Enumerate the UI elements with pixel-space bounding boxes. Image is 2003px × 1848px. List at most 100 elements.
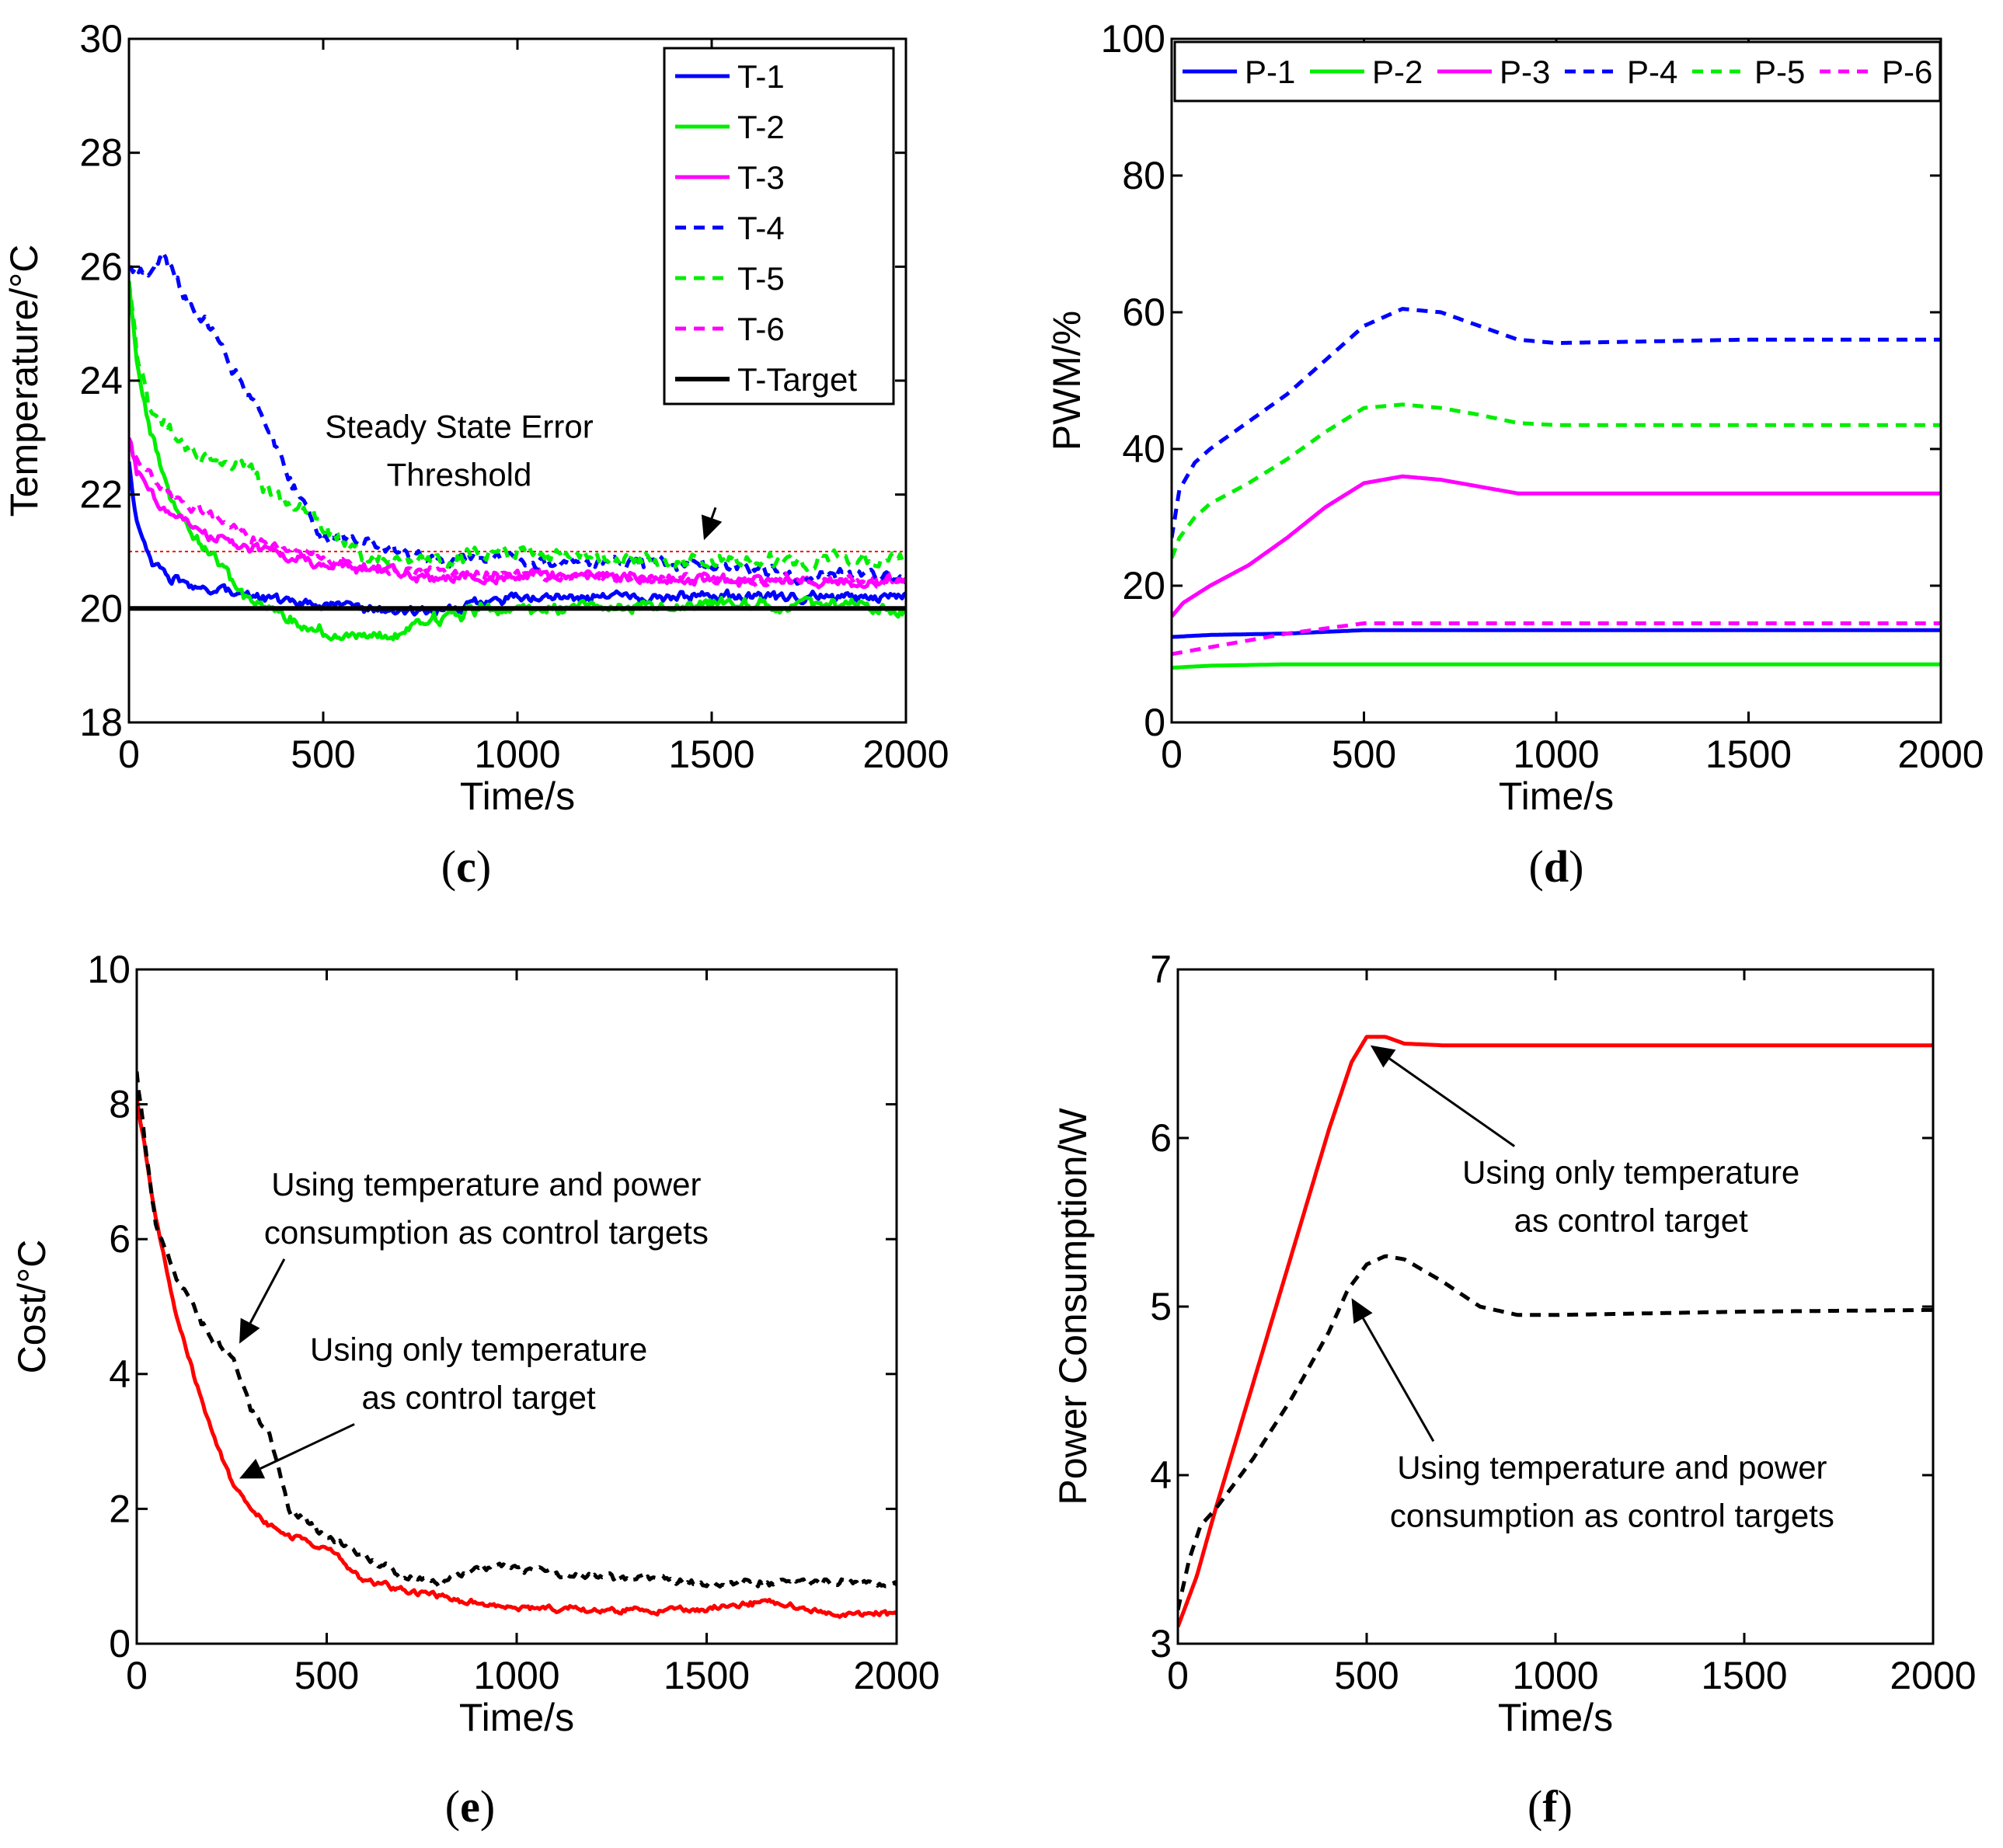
x-axis-label: Time/s	[1498, 1696, 1613, 1739]
annotation: Using only temperature as control target	[1370, 1045, 1799, 1239]
plot-area	[137, 969, 897, 1644]
x-tick-label: 1500	[1705, 733, 1792, 776]
arrow-head	[239, 1458, 266, 1479]
annotation-arrow	[260, 1423, 355, 1470]
series-line-using-only-temperature-as-control-target	[1178, 1035, 1933, 1628]
arrow-head	[1370, 1045, 1396, 1068]
legend-entry: T-3	[737, 159, 785, 196]
annotation-text: Using temperature and power	[271, 1166, 701, 1202]
legend-entry: P-4	[1627, 54, 1677, 90]
annotation-text: Threshold	[387, 456, 532, 492]
legend-entry: P-5	[1754, 54, 1805, 90]
panel-label: (f)	[1528, 1781, 1573, 1832]
panel-d: 0 500 1000 1500 2000 0 20 40 60 80 100 Time/s PWM/% (…	[1045, 17, 1984, 892]
series-line-p-4	[1172, 307, 1941, 538]
annotation-text: Steady State Error	[325, 408, 594, 444]
y-tick-label: 40	[1122, 427, 1165, 471]
y-tick-label: 0	[1144, 701, 1165, 744]
y-axis-label: Cost/°C	[10, 1240, 54, 1374]
y-tick-label: 30	[79, 17, 123, 61]
y-tick-label: 100	[1101, 17, 1165, 61]
legend-entry: P-2	[1372, 54, 1423, 90]
panel-e: 0 500 1000 1500 2000 0 2 4 6 8 10 Time/s Cost/°C (e) U…	[10, 948, 940, 1832]
y-tick-label: 2	[109, 1487, 131, 1530]
x-tick-label: 500	[1332, 733, 1396, 776]
y-tick-label: 4	[109, 1352, 131, 1396]
y-tick-label: 0	[109, 1622, 131, 1665]
y-tick-label: 26	[79, 245, 123, 288]
x-tick-label: 2000	[862, 733, 949, 776]
annotation-text: consumption as control targets	[1390, 1497, 1834, 1533]
panel-label: (e)	[445, 1781, 495, 1832]
x-tick-label: 1000	[1512, 1654, 1598, 1697]
series-line-p-5	[1172, 402, 1941, 559]
y-tick-label: 10	[87, 948, 131, 991]
x-tick-label: 1000	[473, 1654, 559, 1697]
y-tick-label: 7	[1150, 948, 1172, 991]
x-tick-label: 1500	[664, 1654, 750, 1697]
y-tick-label: 22	[79, 473, 123, 517]
legend-entry: P-1	[1245, 54, 1295, 90]
series-line-p-1	[1172, 628, 1941, 639]
x-tick-label: 500	[1334, 1654, 1399, 1697]
legend-entry: T-Target	[737, 361, 857, 398]
series-line-t-4	[129, 252, 906, 586]
x-tick-label: 0	[1167, 1654, 1189, 1697]
legend-entry: T-5	[737, 260, 785, 297]
x-tick-label: 1500	[668, 733, 754, 776]
series-line-using-temperature-and-power-consumption-as-control-targets	[1178, 1254, 1933, 1611]
x-axis-label: Time/s	[460, 774, 575, 818]
x-tick-label: 2000	[853, 1654, 939, 1697]
annotation: Steady State Error Threshold	[325, 408, 723, 541]
y-tick-label: 8	[109, 1083, 131, 1126]
y-tick-label: 3	[1150, 1622, 1172, 1665]
annotation-arrow	[1388, 1057, 1516, 1147]
y-tick-label: 80	[1122, 154, 1165, 197]
y-tick-label: 24	[79, 359, 123, 402]
annotation: Using only temperature as control target	[239, 1331, 647, 1479]
y-tick-label: 4	[1150, 1453, 1172, 1497]
y-axis-label: Temperature/°C	[2, 245, 46, 517]
y-tick-label: 28	[79, 131, 123, 175]
legend: P-1 P-2 P-3 P-4 P-5 P-6	[1173, 40, 1942, 103]
x-axis-label: Time/s	[459, 1696, 574, 1739]
panel-label: (d)	[1529, 841, 1584, 892]
plot-area	[1172, 39, 1941, 722]
series-line-p-3	[1172, 474, 1941, 618]
annotation-text: as control target	[362, 1379, 596, 1415]
series-line-using-only-temperature-as-control-target	[137, 1097, 897, 1620]
x-tick-label: 0	[126, 1654, 148, 1697]
legend-entry: T-2	[737, 109, 785, 145]
annotation-arrow	[1362, 1317, 1435, 1443]
series-line-t-1	[129, 461, 906, 617]
y-tick-label: 60	[1122, 291, 1165, 334]
y-axis-label: Power Consumption/W	[1051, 1108, 1095, 1505]
series-line-using-temperature-and-power-consumption-as-control-targets	[137, 1071, 897, 1589]
x-axis-label: Time/s	[1499, 774, 1614, 818]
x-tick-label: 500	[294, 1654, 359, 1697]
plot-area	[1178, 969, 1933, 1644]
annotation-text: consumption as control targets	[264, 1214, 709, 1251]
legend-entry: P-6	[1882, 54, 1932, 90]
series-line-t-5	[129, 281, 906, 572]
annotation-text: Using only temperature	[1462, 1154, 1799, 1191]
arrow-head	[239, 1317, 260, 1344]
x-tick-label: 1500	[1701, 1654, 1787, 1697]
panel-c: 0 500 1000 1500 2000 18 20 22 24 26 28 30 Time/s Temp…	[2, 17, 949, 892]
series-line-p-2	[1172, 662, 1941, 670]
annotation-arrow	[249, 1258, 286, 1324]
annotation: Using temperature and power consumption a…	[1351, 1298, 1834, 1533]
x-tick-label: 500	[291, 733, 355, 776]
y-tick-label: 20	[79, 586, 123, 630]
x-tick-label: 1000	[474, 733, 560, 776]
series-line-p-6	[1172, 621, 1941, 656]
panel-f: 0 500 1000 1500 2000 3 4 5 6 7 Time/s Power Consump…	[1051, 948, 1977, 1832]
arrow-head	[701, 514, 723, 541]
x-tick-label: 0	[1161, 733, 1183, 776]
annotation: Using temperature and power consumption a…	[239, 1166, 709, 1344]
annotation-text: Using only temperature	[310, 1331, 647, 1367]
annotation-text: as control target	[1514, 1202, 1748, 1239]
legend: T-1 T-2 T-3 T-4 T-5 T-6 T-Target	[663, 47, 895, 405]
series-line-t-6	[129, 437, 906, 590]
